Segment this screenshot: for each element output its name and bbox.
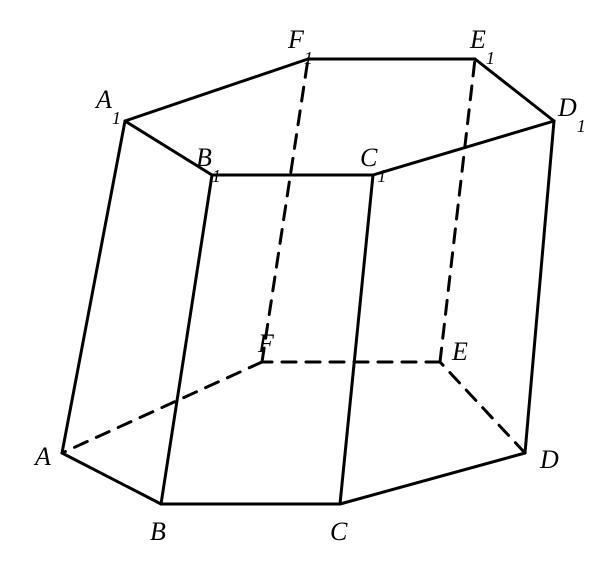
vertex-labels-group: ABCDEFA1B1C1D1E1F1 xyxy=(33,25,586,546)
hexagonal-prism-diagram: ABCDEFA1B1C1D1E1F1 xyxy=(0,0,596,566)
label-D1: D1 xyxy=(557,93,586,136)
edge-B-B1 xyxy=(161,175,212,504)
label-A: A xyxy=(33,442,51,471)
visible-edges-group xyxy=(62,59,554,504)
edge-F-A-dashed xyxy=(62,362,262,453)
edge-A-B xyxy=(62,453,161,504)
label-A1: A1 xyxy=(94,85,121,128)
label-B: B xyxy=(150,517,166,546)
edge-A-A1 xyxy=(62,121,125,453)
edge-C-D xyxy=(340,453,525,504)
label-B1: B1 xyxy=(196,143,221,186)
edge-D-D1 xyxy=(525,121,554,453)
label-E1: E1 xyxy=(469,25,495,68)
edge-D-E-dashed xyxy=(440,362,525,453)
label-E: E xyxy=(451,337,468,366)
label-F: F xyxy=(257,329,275,358)
label-C: C xyxy=(330,517,348,546)
edge-F-F1-dashed xyxy=(262,59,308,362)
edge-E-E1-dashed xyxy=(440,59,475,362)
edge-D1-E1 xyxy=(475,59,554,121)
edge-C-C1 xyxy=(340,175,373,504)
label-D: D xyxy=(539,445,559,474)
edge-F1-A1 xyxy=(125,59,308,121)
